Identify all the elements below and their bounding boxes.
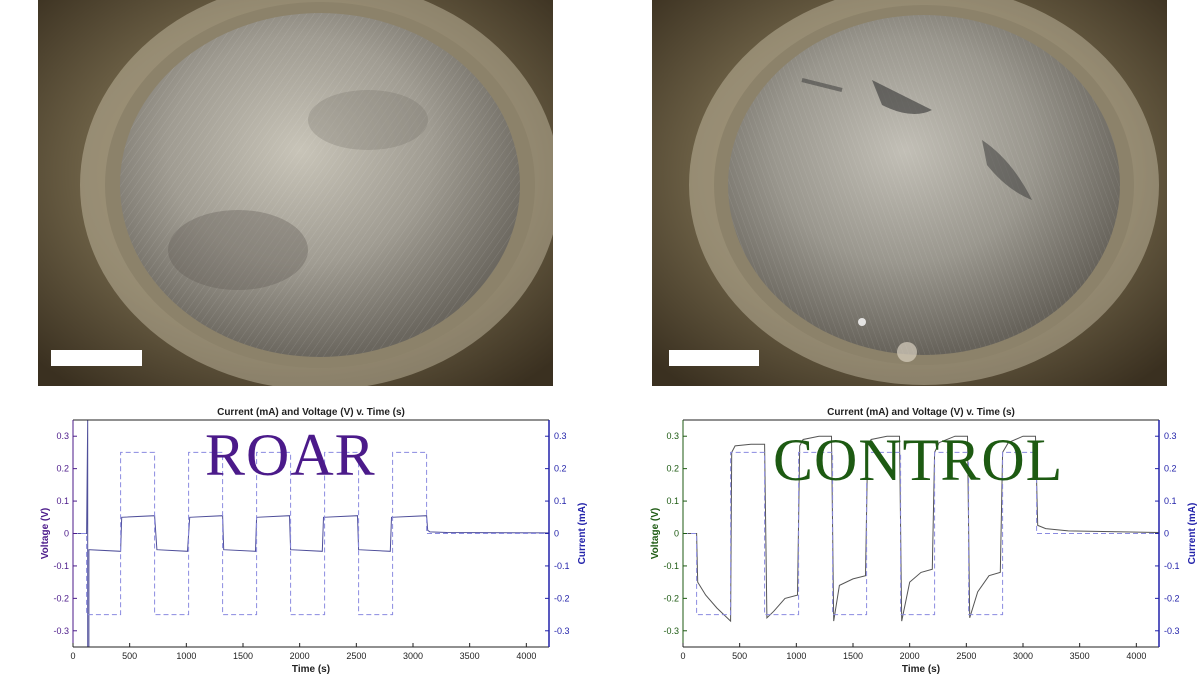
y-tick-label: -0.3 bbox=[53, 626, 69, 636]
x-tick-label: 2000 bbox=[290, 651, 310, 661]
y-tick-label: 0.1 bbox=[56, 496, 69, 506]
current-series-line bbox=[73, 451, 549, 616]
y-tick-label: 0.2 bbox=[666, 464, 679, 474]
y-tick-label: 0.1 bbox=[666, 496, 679, 506]
x-axis-label: Time (s) bbox=[292, 664, 330, 675]
x-tick-label: 3000 bbox=[403, 651, 423, 661]
y-right-axis-label: Current (mA) bbox=[577, 503, 588, 565]
y-right-tick-label: 0.3 bbox=[1164, 431, 1177, 441]
y-right-axis-label: Current (mA) bbox=[1187, 503, 1198, 565]
current-series-line bbox=[683, 451, 1159, 616]
voltage-series-line bbox=[73, 419, 550, 648]
x-tick-label: 2500 bbox=[346, 651, 366, 661]
y-right-tick-label: 0.2 bbox=[1164, 464, 1177, 474]
y-right-tick-label: -0.3 bbox=[1164, 626, 1180, 636]
y-right-tick-label: -0.1 bbox=[554, 561, 570, 571]
scale-bar bbox=[51, 350, 142, 366]
voltage-series-line bbox=[683, 435, 1160, 623]
y-tick-label: 0.2 bbox=[56, 464, 69, 474]
x-tick-label: 1000 bbox=[176, 651, 196, 661]
chart-roar: Current (mA) and Voltage (V) v. Time (s)… bbox=[0, 403, 600, 675]
y-tick-label: -0.3 bbox=[663, 626, 679, 636]
y-axis-label: Voltage (V) bbox=[40, 508, 51, 559]
y-right-tick-label: -0.2 bbox=[1164, 593, 1180, 603]
x-tick-label: 2500 bbox=[956, 651, 976, 661]
x-tick-label: 500 bbox=[732, 651, 747, 661]
scale-bar bbox=[669, 350, 759, 366]
photo-roar-electrode bbox=[38, 0, 553, 386]
y-tick-label: 0.3 bbox=[666, 431, 679, 441]
y-axis-label: Voltage (V) bbox=[650, 508, 661, 559]
chart-control: Current (mA) and Voltage (V) v. Time (s)… bbox=[610, 403, 1200, 675]
x-tick-label: 3500 bbox=[1070, 651, 1090, 661]
x-tick-label: 1500 bbox=[233, 651, 253, 661]
y-tick-label: -0.1 bbox=[663, 561, 679, 571]
y-tick-label: 0 bbox=[64, 529, 69, 539]
x-tick-label: 500 bbox=[122, 651, 137, 661]
chart-title: Current (mA) and Voltage (V) v. Time (s) bbox=[217, 407, 405, 418]
overlay-label-control: CONTROL bbox=[773, 427, 1064, 493]
y-tick-label: 0.3 bbox=[56, 431, 69, 441]
x-tick-label: 3500 bbox=[460, 651, 480, 661]
x-tick-label: 4000 bbox=[1126, 651, 1146, 661]
x-tick-label: 1000 bbox=[786, 651, 806, 661]
y-right-tick-label: 0 bbox=[554, 529, 559, 539]
x-tick-label: 1500 bbox=[843, 651, 863, 661]
y-right-tick-label: 0.1 bbox=[1164, 496, 1177, 506]
x-axis-label: Time (s) bbox=[902, 664, 940, 675]
y-right-tick-label: -0.1 bbox=[1164, 561, 1180, 571]
y-right-tick-label: 0.1 bbox=[554, 496, 567, 506]
x-tick-label: 0 bbox=[70, 651, 75, 661]
x-tick-label: 2000 bbox=[900, 651, 920, 661]
x-tick-label: 0 bbox=[680, 651, 685, 661]
x-tick-label: 3000 bbox=[1013, 651, 1033, 661]
overlay-label-roar: ROAR bbox=[205, 422, 376, 488]
photo-control-electrode bbox=[652, 0, 1167, 386]
y-tick-label: -0.2 bbox=[53, 593, 69, 603]
y-tick-label: 0 bbox=[674, 529, 679, 539]
y-right-tick-label: -0.2 bbox=[554, 593, 570, 603]
y-right-tick-label: 0.2 bbox=[554, 464, 567, 474]
y-tick-label: -0.1 bbox=[53, 561, 69, 571]
y-right-tick-label: 0 bbox=[1164, 529, 1169, 539]
y-right-tick-label: -0.3 bbox=[554, 626, 570, 636]
y-right-tick-label: 0.3 bbox=[554, 431, 567, 441]
y-tick-label: -0.2 bbox=[663, 593, 679, 603]
chart-title: Current (mA) and Voltage (V) v. Time (s) bbox=[827, 407, 1015, 418]
x-tick-label: 4000 bbox=[516, 651, 536, 661]
